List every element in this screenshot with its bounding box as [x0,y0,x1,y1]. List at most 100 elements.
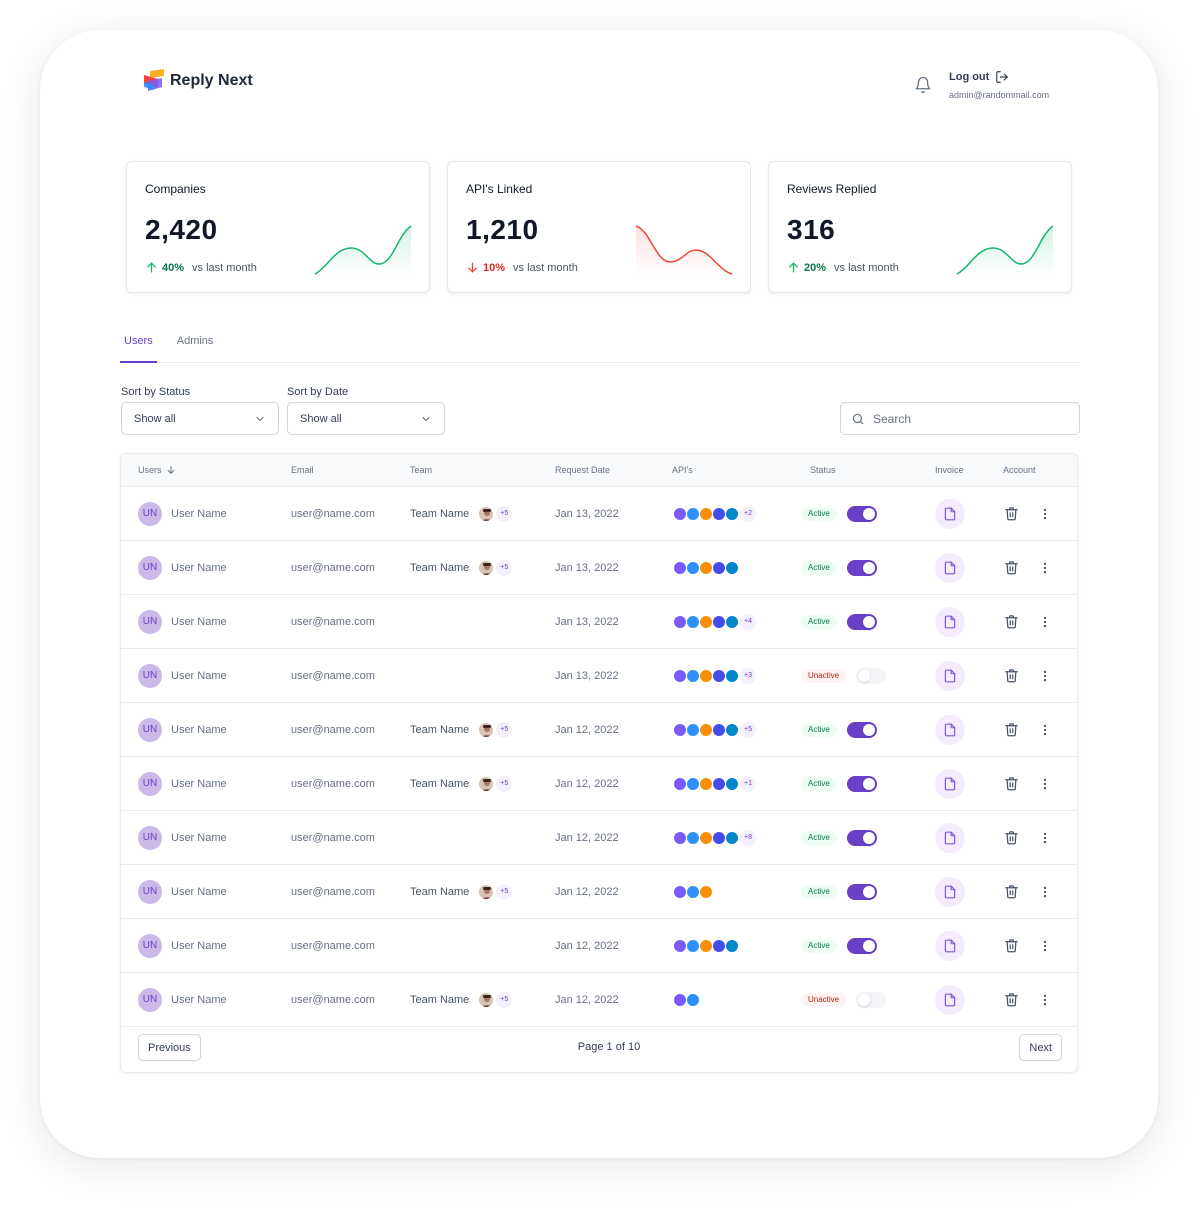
status-toggle[interactable] [846,883,877,900]
logout-button[interactable]: Log out [949,70,1049,84]
team-more-count[interactable]: +5 [496,775,513,792]
api-logo-icon [673,506,687,521]
status-toggle[interactable] [846,505,877,522]
trash-icon[interactable] [1004,884,1019,899]
api-more-count[interactable]: +2 [740,505,756,522]
previous-button[interactable]: Previous [138,1034,201,1061]
more-vertical-icon[interactable] [1038,939,1052,953]
api-more-count[interactable]: +1 [740,775,756,792]
tab-users[interactable]: Users [120,334,157,363]
search-input[interactable] [873,411,1063,426]
invoice-button[interactable] [935,498,965,529]
team-more-count[interactable]: +5 [496,991,513,1008]
api-more-count[interactable]: +3 [740,667,756,684]
api-cell: +8 [673,811,756,864]
trash-icon[interactable] [1004,722,1019,737]
request-date: Jan 13, 2022 [555,561,619,574]
api-logo-icon [725,560,739,575]
more-vertical-icon[interactable] [1038,885,1052,899]
delete-cell [1004,541,1019,594]
delete-cell [1004,811,1019,864]
status-toggle[interactable] [846,559,877,576]
user-cell: UN User Name [138,973,227,1026]
user-name: User Name [171,507,227,520]
stat-trend-label: vs last month [192,261,257,274]
date-select[interactable]: Show all [287,402,445,435]
api-logo-icon [686,722,700,737]
invoice-button[interactable] [935,822,965,853]
toggle-knob [862,615,875,628]
status-toggle[interactable] [846,775,877,792]
invoice-button[interactable] [935,552,965,583]
api-cell: +1 [673,757,756,810]
status-toggle[interactable] [846,829,877,846]
status-cell: Active [801,595,877,648]
invoice-button[interactable] [935,606,965,637]
status-toggle[interactable] [846,613,877,630]
api-logo-icon [699,560,713,575]
api-logo-icon [712,776,726,791]
avatar: UN [138,717,162,742]
team-more-count[interactable]: +5 [496,721,513,738]
trash-icon[interactable] [1004,992,1019,1007]
team-more-count[interactable]: +5 [496,559,513,576]
date-filter: Sort by Date Show all [287,386,445,435]
stat-trend: 40% vs last month [145,261,257,274]
bell-icon[interactable] [914,76,932,94]
api-cell: +4 [673,595,756,648]
next-button[interactable]: Next [1019,1034,1062,1061]
api-more-count[interactable]: +4 [740,613,756,630]
more-cell [1038,973,1052,1026]
trash-icon[interactable] [1004,938,1019,953]
more-vertical-icon[interactable] [1038,669,1052,683]
team-cell: Team Name +5 [410,865,513,918]
api-more-count[interactable]: +8 [740,829,756,846]
more-vertical-icon[interactable] [1038,831,1052,845]
col-users[interactable]: Users [138,465,176,475]
invoice-button[interactable] [935,984,965,1015]
more-vertical-icon[interactable] [1038,723,1052,737]
stat-card-companies: Companies 2,420 40% vs last month [126,161,430,293]
status-toggle[interactable] [856,667,887,684]
api-logo-icon [686,614,700,629]
status-cell: Active [801,811,877,864]
tab-admins[interactable]: Admins [176,335,214,347]
stat-trend-label: vs last month [834,261,899,274]
status-toggle[interactable] [846,937,877,954]
more-vertical-icon[interactable] [1038,561,1052,575]
status-toggle[interactable] [846,721,877,738]
more-cell [1038,865,1052,918]
more-vertical-icon[interactable] [1038,993,1052,1007]
more-vertical-icon[interactable] [1038,777,1052,791]
trash-icon[interactable] [1004,506,1019,521]
trash-icon[interactable] [1004,560,1019,575]
user-cell: UN User Name [138,487,227,540]
invoice-button[interactable] [935,930,965,961]
invoice-button[interactable] [935,660,965,691]
user-cell: UN User Name [138,811,227,864]
api-logo-icon [699,884,713,899]
invoice-cell [935,973,965,1026]
team-more-count[interactable]: +5 [496,883,513,900]
api-logo-icon [699,668,713,683]
api-more-count[interactable]: +5 [740,721,756,738]
table-row: UN User Name user@name.com Team Name +5 … [121,541,1077,595]
status-badge: Active [801,830,837,845]
invoice-button[interactable] [935,876,965,907]
more-vertical-icon[interactable] [1038,507,1052,521]
trash-icon[interactable] [1004,614,1019,629]
logo[interactable]: Reply Next [144,69,253,93]
api-icons: +8 [673,829,756,846]
trash-icon[interactable] [1004,668,1019,683]
request-date: Jan 13, 2022 [555,669,619,682]
user-email: user@name.com [291,885,375,898]
trash-icon[interactable] [1004,776,1019,791]
invoice-button[interactable] [935,768,965,799]
file-icon [944,615,956,628]
more-vertical-icon[interactable] [1038,615,1052,629]
team-more-count[interactable]: +5 [496,505,513,522]
status-toggle[interactable] [856,991,887,1008]
invoice-button[interactable] [935,714,965,745]
trash-icon[interactable] [1004,830,1019,845]
status-select[interactable]: Show all [121,402,279,435]
